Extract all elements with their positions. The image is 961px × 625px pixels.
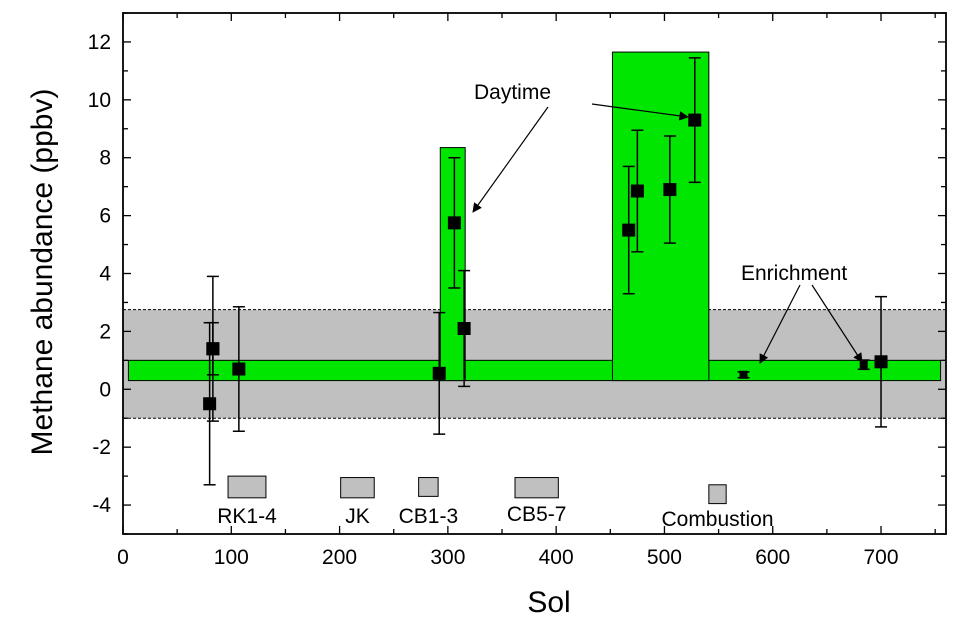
experiment-label: Combustion [661, 508, 773, 531]
x-axis-title: Sol [527, 586, 570, 619]
experiment-box [514, 477, 559, 499]
experiment-box [418, 477, 439, 497]
experiment-box [227, 475, 267, 499]
green-spike-band [439, 147, 466, 382]
y-tick-label: 2 [99, 320, 111, 343]
arrow-enrichment-right [811, 284, 863, 363]
experiment-box [708, 484, 727, 505]
y-tick-label: 0 [99, 378, 111, 401]
x-tick-label: 100 [214, 546, 249, 569]
x-tick-label: 500 [647, 546, 682, 569]
annotation-daytime: Daytime [474, 81, 551, 104]
data-point [203, 397, 217, 411]
experiments-layer: RK1-4 JK CB1-3 CB5-7 Combustion [217, 475, 774, 531]
arrow-daytime-left [472, 106, 549, 213]
y-tick-label: 10 [88, 89, 111, 112]
data-point [688, 113, 702, 127]
x-tick-label: 200 [322, 546, 357, 569]
x-tick-label: 400 [539, 546, 574, 569]
data-point [206, 342, 220, 356]
data-point [447, 216, 461, 230]
experiment-box [340, 477, 375, 499]
y-tick-label: 6 [99, 205, 111, 228]
arrow-daytime-right [591, 103, 689, 121]
y-tick-label: -2 [92, 436, 111, 459]
y-tick-label: 4 [99, 263, 111, 286]
x-tick-label: 300 [430, 546, 465, 569]
green-baseline-band [127, 359, 942, 382]
x-tick-label: 600 [755, 546, 790, 569]
y-tick-label: -4 [92, 494, 111, 517]
data-point [663, 183, 677, 197]
y-tick-label: 12 [88, 31, 111, 54]
arrow-enrichment-left [759, 284, 801, 364]
data-point [622, 223, 636, 237]
data-point [232, 362, 246, 376]
x-tick-label: 700 [864, 546, 899, 569]
experiment-label: JK [345, 505, 370, 528]
bands-layer [123, 51, 946, 419]
data-point [739, 370, 748, 379]
annotation-enrichment: Enrichment [741, 262, 847, 285]
experiment-label: RK1-4 [217, 505, 277, 528]
axes-layer: 0 100 200 300 400 500 600 700 -4 -2 0 2 4 6 8 10 12 [88, 12, 947, 569]
data-point [432, 366, 446, 380]
data-layer [203, 57, 888, 486]
experiment-label: CB5-7 [507, 503, 567, 526]
data-point [457, 321, 471, 335]
data-point [630, 184, 644, 198]
experiment-label: CB1-3 [399, 505, 459, 528]
data-point [874, 355, 888, 369]
y-tick-label: 8 [99, 147, 111, 170]
y-axis-title: Methane abundance (ppbv) [26, 89, 59, 456]
x-tick-label: 0 [117, 546, 129, 569]
data-point [859, 360, 868, 369]
